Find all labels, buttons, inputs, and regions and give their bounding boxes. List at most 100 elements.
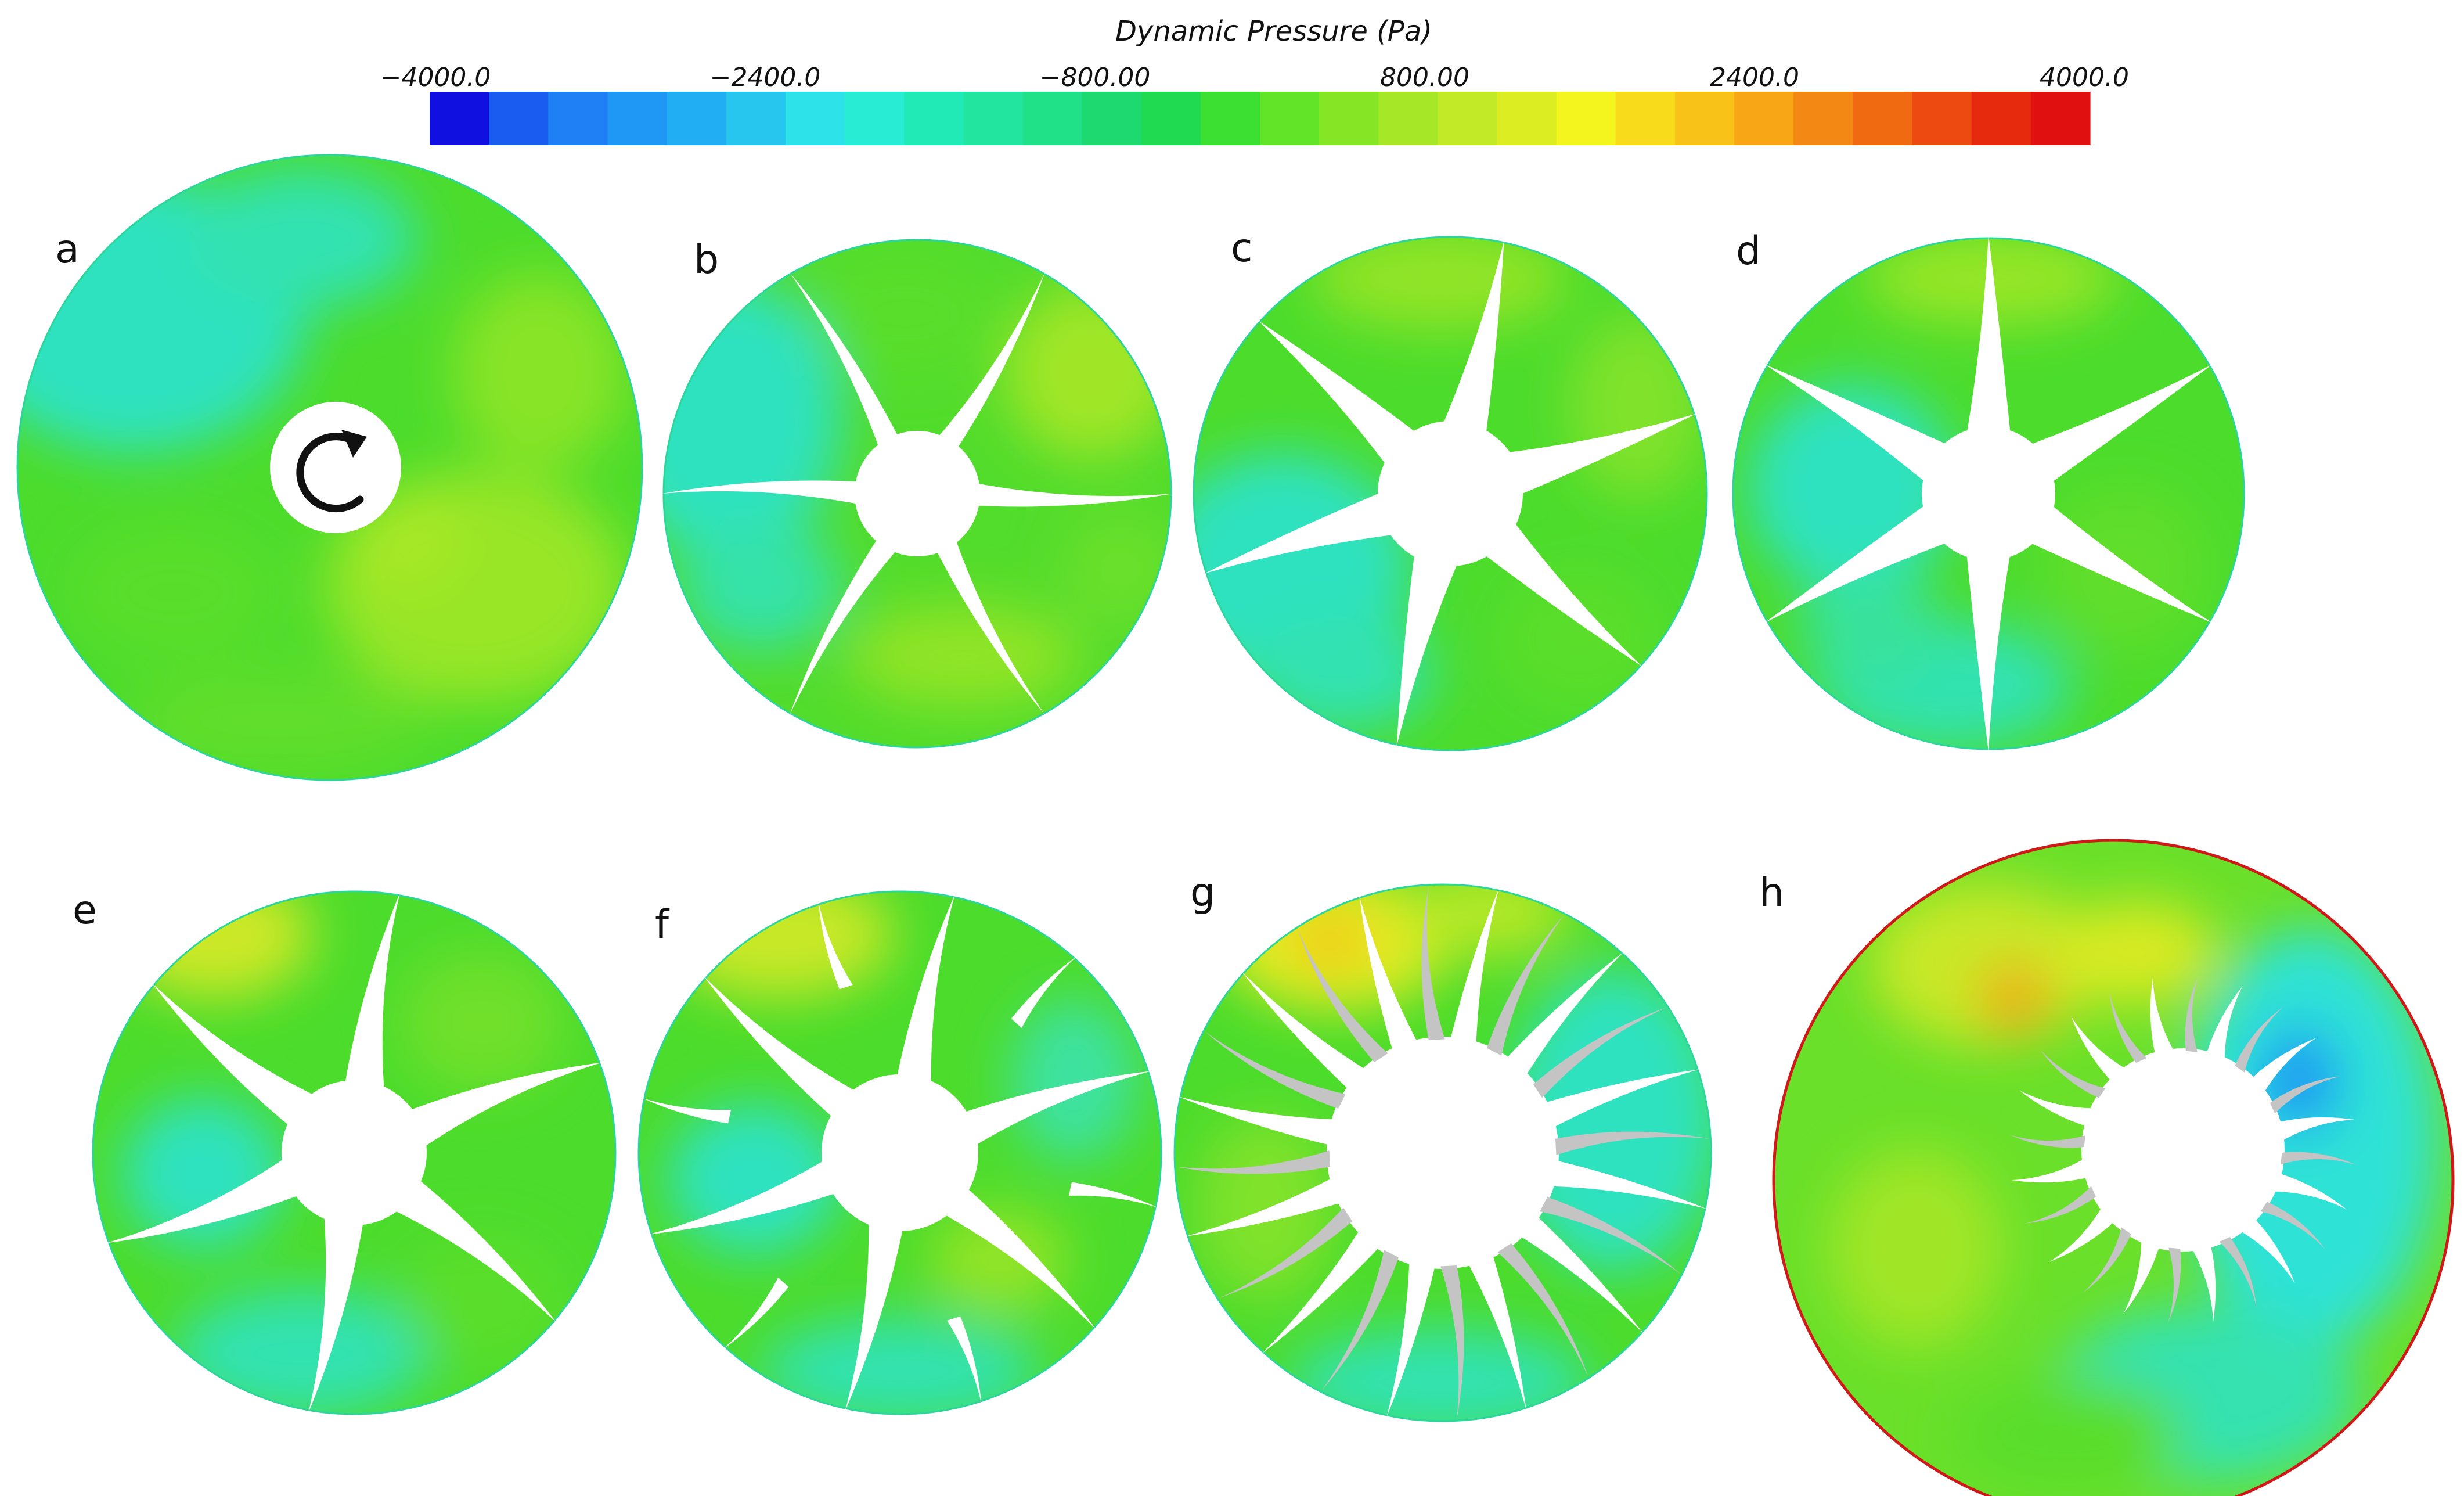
panel-g: g: [1173, 870, 1712, 1422]
colorbar-swatch: [904, 92, 964, 145]
panel-d: d: [1732, 228, 2245, 752]
impeller-blade: [1966, 235, 2011, 436]
impeller-blade: [1519, 1153, 1707, 1209]
splitter-blade: [1011, 956, 1077, 1028]
panel-f: f: [637, 890, 1162, 1415]
impeller-blade: [1764, 504, 1950, 623]
impeller-blade: [2235, 1214, 2295, 1283]
impeller-blade: [2019, 1090, 2099, 1128]
impeller-blade: [933, 533, 1045, 715]
gray-blade: [2025, 1186, 2096, 1224]
colorbar-swatch: [1675, 92, 1735, 145]
impeller-blade: [790, 533, 902, 715]
splitter-blade: [723, 1277, 789, 1350]
impeller-blade: [1764, 364, 1950, 484]
colorbar-swatch: [667, 92, 727, 145]
gray-blade: [2167, 1247, 2181, 1324]
colorbar-swatch: [1615, 92, 1676, 145]
panel-c: c: [1193, 225, 1708, 751]
impeller-blade: [2027, 504, 2213, 623]
impeller-blade: [2027, 364, 2213, 484]
impeller-blade: [2272, 1117, 2355, 1144]
impeller-blade: [2071, 1016, 2131, 1086]
colorbar-swatch: [548, 92, 608, 145]
colorbar-swatch: [1853, 92, 1913, 145]
colorbar-tick-label: −800.00: [1040, 63, 1151, 92]
impeller-blade: [933, 272, 1045, 455]
impeller-blade: [2267, 1171, 2347, 1210]
gray-blade: [1540, 1197, 1681, 1274]
impeller-blade: [1396, 545, 1461, 747]
gray-blade: [1205, 1031, 1346, 1109]
impeller-blade: [2123, 1234, 2162, 1314]
impeller-blade: [1492, 1195, 1644, 1334]
panel-label-c: c: [1231, 225, 1252, 271]
gray-blade: [2040, 1049, 2106, 1098]
impeller-blade: [343, 892, 401, 1099]
impeller-blade: [1262, 1202, 1401, 1354]
clockwise-arrow-icon: [296, 430, 367, 513]
impeller-blade: [1204, 489, 1403, 574]
gray-blade: [2109, 992, 2147, 1063]
impeller-blade: [935, 1181, 1097, 1330]
gray-blade: [2185, 976, 2199, 1052]
impeller-blade: [2247, 1038, 2317, 1098]
impeller-blade: [1386, 1229, 1442, 1417]
colorbar-swatch: [1497, 92, 1557, 145]
colorbar-swatch: [607, 92, 668, 145]
impeller-blade: [1478, 515, 1642, 667]
colorbar-tick-label: −2400.0: [710, 63, 821, 92]
impeller-blade: [385, 1174, 557, 1323]
colorbar-title: Dynamic Pressure (Pa): [1115, 15, 1432, 48]
gray-blade: [2270, 1076, 2341, 1114]
impeller-blade: [895, 894, 955, 1095]
impeller-blade: [1498, 413, 1696, 498]
colorbar-swatch: [2030, 92, 2091, 145]
impeller-blade: [2049, 1202, 2119, 1262]
gray-blade: [2009, 1134, 2085, 1148]
colorbar: Dynamic Pressure (Pa) −4000.0 −2400.0 −800…: [380, 15, 2129, 145]
gray-blade: [1497, 1243, 1588, 1377]
impeller-blade: [2189, 1239, 2216, 1322]
colorbar-swatch: [1912, 92, 1972, 145]
colorbar-swatch: [963, 92, 1024, 145]
panel-h: h: [1759, 839, 2455, 1496]
colorbar-tick-label: 2400.0: [1710, 63, 1799, 92]
impeller-hub: [822, 1074, 978, 1231]
gray-blade: [1297, 929, 1388, 1063]
colorbar-swatch: [1793, 92, 1854, 145]
panel-label-b: b: [694, 237, 719, 283]
panel-b: b: [662, 237, 1173, 749]
impeller-blade: [1485, 952, 1624, 1103]
gray-blade: [2260, 1202, 2326, 1250]
panel-label-a: a: [55, 226, 80, 272]
colorbar-swatch: [430, 92, 489, 145]
impeller-blade: [790, 272, 902, 455]
impeller-blade: [308, 1206, 365, 1414]
splitter-blade: [947, 1316, 982, 1404]
panel-label-e: e: [73, 887, 97, 933]
panel-label-d: d: [1736, 228, 1761, 274]
colorbar-tick-label: 800.00: [1380, 63, 1469, 92]
colorbar-swatch: [489, 92, 549, 145]
colorbar-tick-label: −4000.0: [380, 63, 491, 92]
impeller-blade: [1439, 240, 1504, 442]
gray-blade: [2083, 1227, 2131, 1293]
impeller-blade: [2204, 986, 2243, 1066]
colorbar-swatch: [1438, 92, 1498, 145]
panel-e: e: [73, 887, 617, 1415]
gray-blade: [1321, 1250, 1399, 1391]
impeller-hub: [855, 431, 980, 556]
colorbar-swatch: [1378, 92, 1439, 145]
impeller-blade: [152, 983, 323, 1132]
impeller-blade: [703, 976, 865, 1124]
impeller-hub: [1378, 421, 1523, 566]
colorbar-swatch: [1200, 92, 1260, 145]
splitter-blade: [1068, 1182, 1159, 1208]
impeller-blade: [1966, 552, 2011, 752]
gray-blade: [1555, 1131, 1710, 1155]
gray-blade: [1487, 915, 1564, 1056]
gray-blade: [1421, 886, 1445, 1040]
impeller-blade: [2011, 1156, 2094, 1183]
